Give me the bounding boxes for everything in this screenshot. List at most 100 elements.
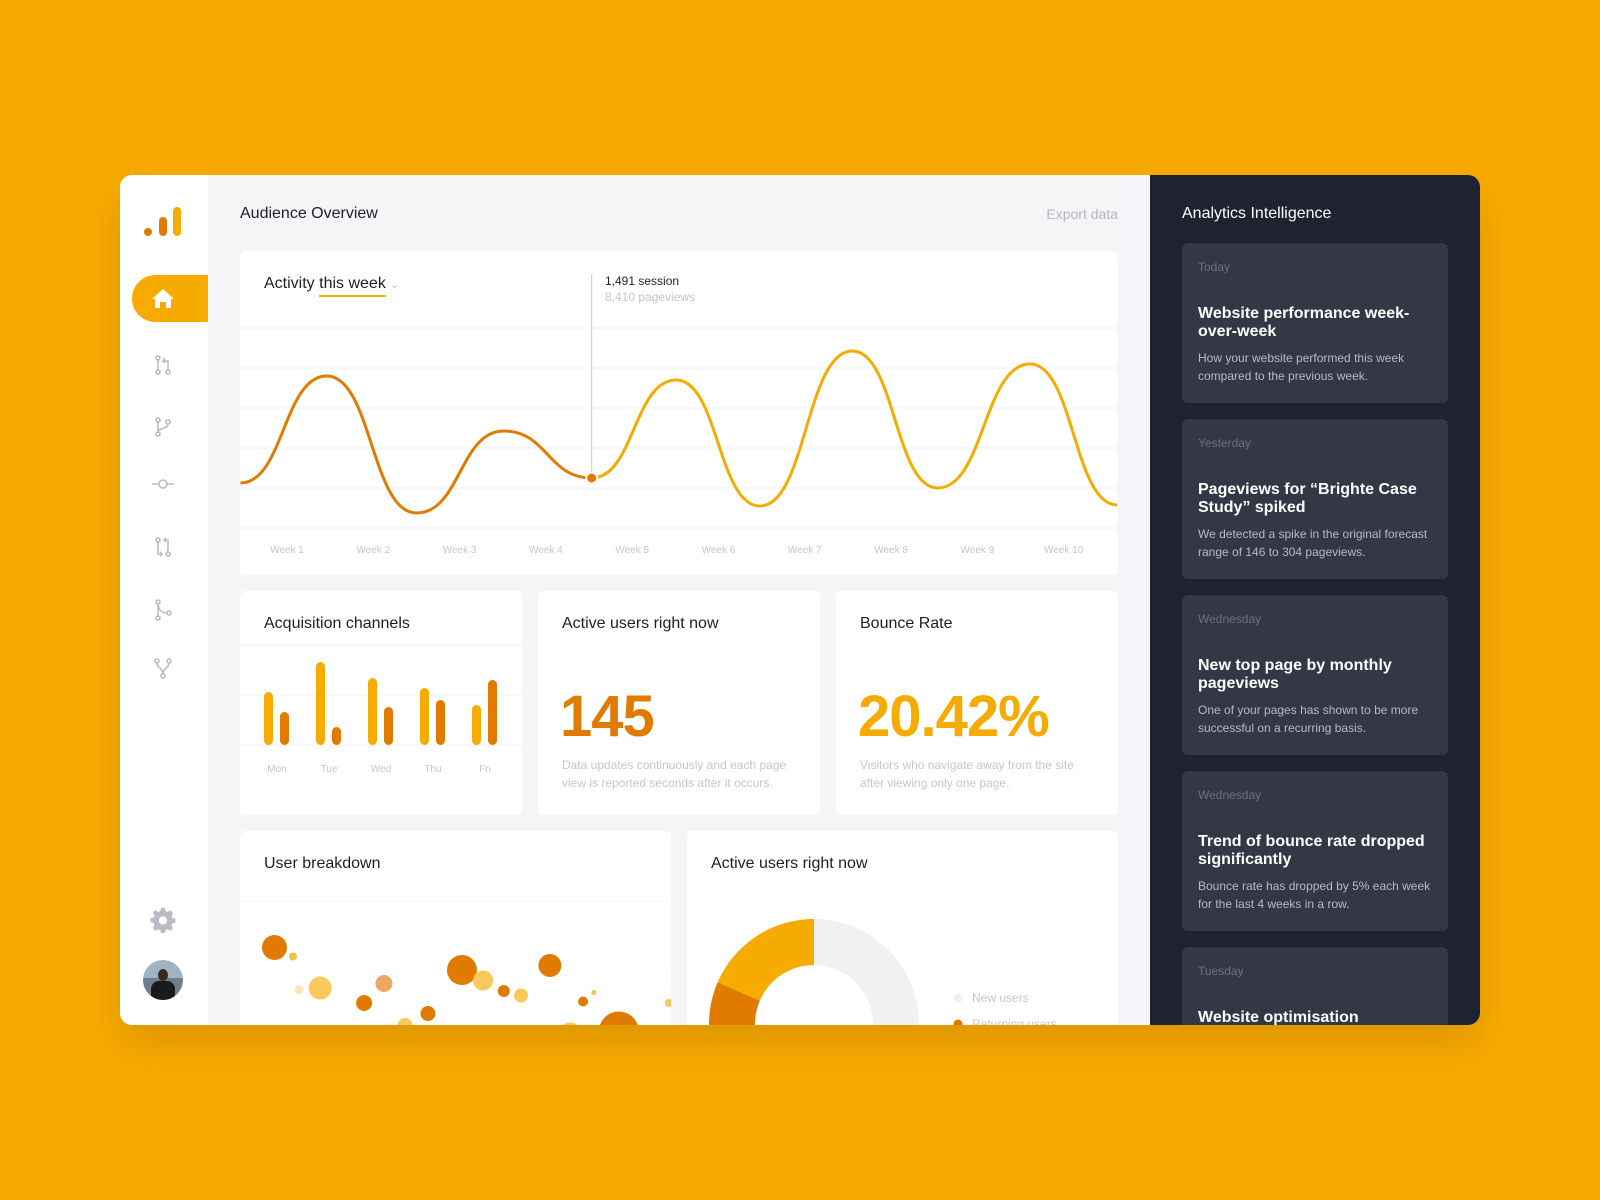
bar-fri-2 (488, 680, 497, 745)
insight-desc: We detected a spike in the original fore… (1198, 527, 1428, 559)
insight-date: Wednesday (1198, 788, 1262, 802)
legend-dot (953, 993, 963, 1003)
compare-icon[interactable] (151, 535, 175, 559)
insight-desc: One of your pages has shown to be more s… (1198, 703, 1419, 735)
bounce-rate-card: Bounce Rate 20.42% Visitors who navigate… (836, 591, 1118, 815)
insight-title: Website optimisation (1198, 1009, 1359, 1025)
insight-card[interactable]: Today Website performance week-over-week H… (1182, 243, 1448, 403)
legend-label: Returning users (972, 1017, 1057, 1025)
x-tick-label: Week 9 (961, 545, 995, 556)
fork-icon[interactable] (151, 656, 175, 680)
bubble (514, 988, 529, 1003)
acquisition-title: Acquisition channels (264, 615, 410, 632)
home-icon (152, 289, 174, 308)
bar-mon-2 (280, 712, 289, 745)
bubble (420, 1006, 436, 1021)
x-tick-label: Week 2 (356, 545, 390, 556)
bubble (473, 970, 494, 991)
bubble (578, 996, 589, 1007)
x-tick-label: Week 6 (702, 545, 736, 556)
x-tick-label: Week 10 (1044, 545, 1084, 556)
bubble (261, 935, 287, 960)
insights-title: Analytics Intelligence (1182, 205, 1332, 222)
chevron-down-icon[interactable]: ⌄ (390, 280, 399, 291)
bubble (294, 985, 304, 994)
merge-icon[interactable] (151, 598, 175, 622)
bar-tue-2 (332, 727, 341, 745)
insight-title: New top page by monthly pageviews (1198, 657, 1392, 692)
bar-tue-1 (316, 662, 325, 745)
dashboard-window: Audience Overview Export data Activity t… (120, 175, 1480, 1025)
insight-card[interactable]: Yesterday Pageviews for “Brighte Case Stu… (1182, 419, 1448, 579)
bubble (289, 952, 298, 961)
donut-slice-other (717, 919, 814, 1001)
insight-date: Yesterday (1198, 436, 1251, 450)
activity-title-label: Activity (264, 275, 315, 292)
analytics-logo[interactable] (142, 203, 182, 239)
user-avatar[interactable] (143, 960, 183, 1000)
active-users-value: 145 (560, 684, 655, 749)
legend-dot (953, 1019, 963, 1025)
commit-icon[interactable] (151, 472, 175, 496)
insight-date: Wednesday (1198, 612, 1262, 626)
export-data-link[interactable]: Export data (1046, 206, 1118, 222)
insight-card[interactable]: Tuesday Website optimisation (1182, 947, 1448, 1025)
gear-icon[interactable] (150, 907, 176, 933)
acquisition-bar-chart: Mon Tue Wed Thu Fri (240, 644, 522, 775)
bar-thu-1 (420, 688, 429, 745)
insight-card[interactable]: Wednesday New top page by monthly pagevie… (1182, 595, 1448, 755)
bar-mon-1 (264, 692, 273, 745)
bubble (562, 1022, 578, 1025)
insight-desc: Bounce rate has dropped by 5% each week … (1198, 879, 1431, 911)
sidebar-item-home[interactable] (132, 275, 208, 322)
bubble (591, 990, 597, 995)
bounce-rate-value: 20.42% (858, 684, 1050, 749)
legend-label: New users (972, 991, 1029, 1005)
bar-fri-1 (472, 705, 481, 745)
x-tick-label: Week 7 (788, 545, 822, 556)
branch-icon[interactable] (151, 415, 175, 439)
page-title: Audience Overview (240, 205, 378, 222)
donut-slice-returning-users (709, 982, 760, 1025)
period-dropdown[interactable]: this week (319, 275, 386, 297)
insight-card[interactable]: Wednesday Trend of bounce rate dropped si… (1182, 771, 1448, 931)
pull-request-icon[interactable] (151, 353, 175, 377)
insight-date: Today (1198, 260, 1231, 274)
insight-title: Website performance week-over-week (1198, 305, 1410, 340)
x-tick-label: Week 8 (874, 545, 908, 556)
x-tick-label: Mon (267, 764, 286, 775)
x-tick-label: Fri (479, 764, 491, 775)
bubble (375, 975, 393, 992)
active-users-card: Active users right now 145 Data updates … (538, 591, 820, 815)
bounce-rate-desc: Visitors who navigate away from the site… (860, 758, 1074, 790)
active-users-title: Active users right now (562, 615, 719, 632)
sidebar (120, 175, 208, 1025)
bubble (356, 995, 373, 1011)
tooltip-sessions: 1,491 session (605, 274, 680, 288)
bar-wed-1 (368, 678, 377, 745)
tooltip-pageviews: 8,410 pageviews (605, 290, 696, 304)
user-breakdown-card: User breakdown (240, 831, 671, 1025)
active-users-donut-title: Active users right now (711, 855, 868, 872)
bar-wed-2 (384, 707, 393, 745)
bounce-rate-title: Bounce Rate (860, 615, 953, 632)
x-tick-label: Wed (371, 764, 391, 775)
analytics-intelligence-panel: Analytics Intelligence Today Website perf… (1150, 175, 1480, 1025)
user-breakdown-title: User breakdown (264, 855, 381, 872)
bubble (397, 1018, 413, 1025)
insight-title: Pageviews for “Brighte Case Study” spike… (1198, 481, 1417, 516)
bar-thu-2 (436, 700, 445, 745)
activity-line-past (240, 374, 592, 515)
active-users-donut-card: Active users right now New users Returnin… (687, 831, 1118, 1025)
insight-desc: How your website performed this week com… (1198, 351, 1405, 383)
insight-date: Tuesday (1198, 964, 1244, 978)
highlight-point (585, 471, 599, 485)
bubble (538, 954, 562, 977)
bubble (497, 985, 510, 997)
activity-card: Activity this week ⌄ 1,491 session 8,410… (240, 251, 1118, 575)
active-users-desc: Data updates continuously and each page … (562, 758, 787, 790)
donut-slice-new-users (814, 919, 919, 1025)
x-tick-label: Week 4 (529, 545, 563, 556)
active-users-donut-chart: New users Returning users (709, 919, 1057, 1025)
user-breakdown-bubble-chart (240, 900, 671, 1025)
